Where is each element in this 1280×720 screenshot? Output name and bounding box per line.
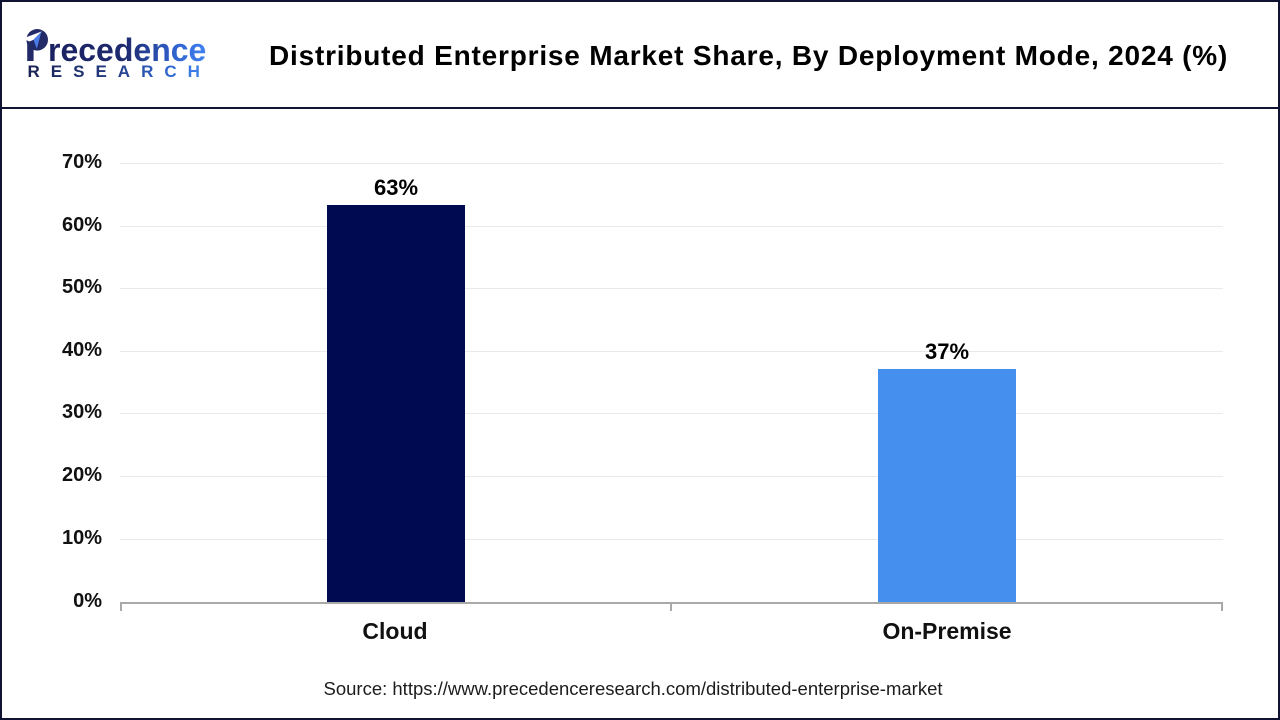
svg-text:RESEARCH: RESEARCH <box>28 62 211 81</box>
svg-text:recedence: recedence <box>48 32 206 68</box>
